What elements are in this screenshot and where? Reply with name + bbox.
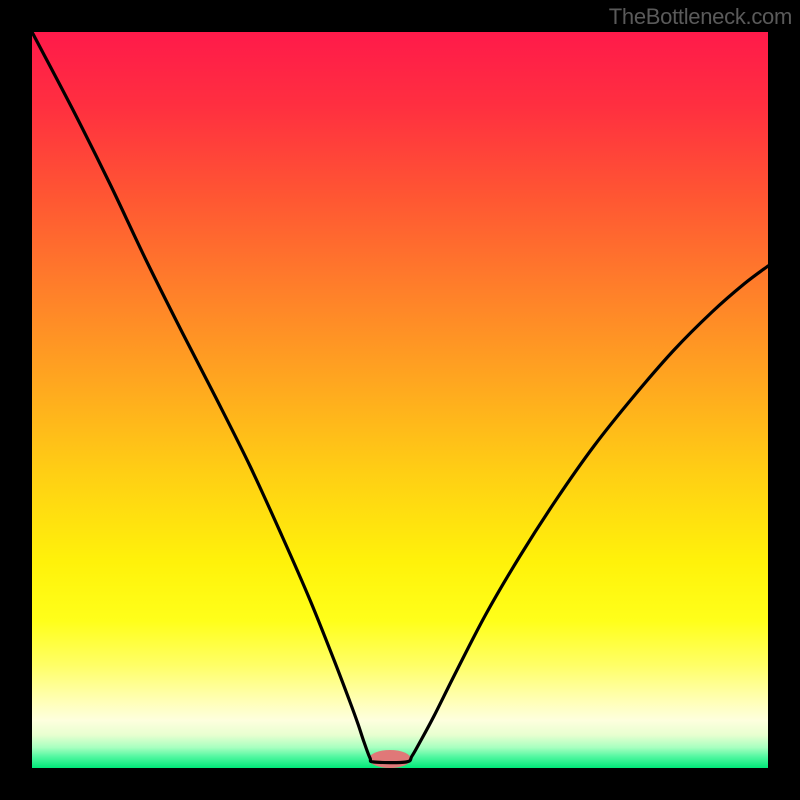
watermark-text: TheBottleneck.com	[609, 4, 792, 30]
chart-container: TheBottleneck.com	[0, 0, 800, 800]
chart-svg	[0, 0, 800, 800]
trough-marker	[369, 750, 411, 768]
plot-background-gradient	[32, 32, 768, 768]
